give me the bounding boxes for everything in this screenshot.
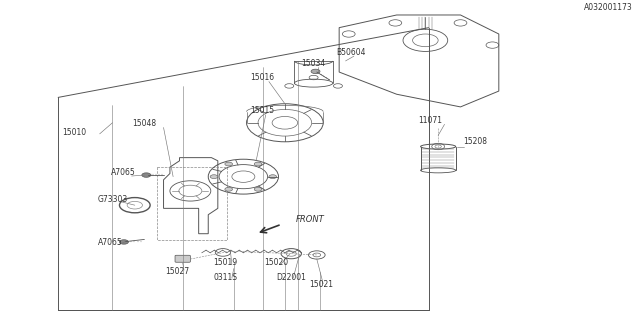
Text: B50604: B50604 — [336, 48, 365, 57]
Text: 15019: 15019 — [213, 258, 237, 267]
Circle shape — [120, 240, 129, 244]
Text: 15027: 15027 — [166, 267, 189, 276]
Text: 11071: 11071 — [418, 116, 442, 125]
Text: A7065: A7065 — [111, 168, 135, 177]
Text: A032001173: A032001173 — [584, 3, 633, 12]
Circle shape — [269, 175, 276, 179]
Circle shape — [225, 162, 232, 166]
Text: 15016: 15016 — [250, 73, 275, 82]
Circle shape — [225, 188, 232, 191]
Text: 15208: 15208 — [463, 137, 487, 146]
Text: 15048: 15048 — [132, 119, 156, 128]
Circle shape — [311, 69, 320, 74]
Text: 15034: 15034 — [301, 59, 326, 68]
Text: 15021: 15021 — [309, 280, 333, 289]
FancyBboxPatch shape — [175, 255, 190, 262]
Circle shape — [142, 173, 151, 177]
Text: FRONT: FRONT — [296, 215, 324, 224]
Text: 15020: 15020 — [264, 258, 289, 267]
Text: 15010: 15010 — [62, 128, 86, 137]
Text: D22001: D22001 — [276, 273, 306, 282]
Circle shape — [210, 175, 218, 179]
Text: A7065: A7065 — [98, 238, 122, 247]
Text: 15015: 15015 — [250, 106, 275, 115]
Text: 0311S: 0311S — [214, 273, 237, 282]
Circle shape — [254, 188, 262, 191]
Circle shape — [254, 162, 262, 166]
Text: G73303: G73303 — [98, 195, 128, 204]
